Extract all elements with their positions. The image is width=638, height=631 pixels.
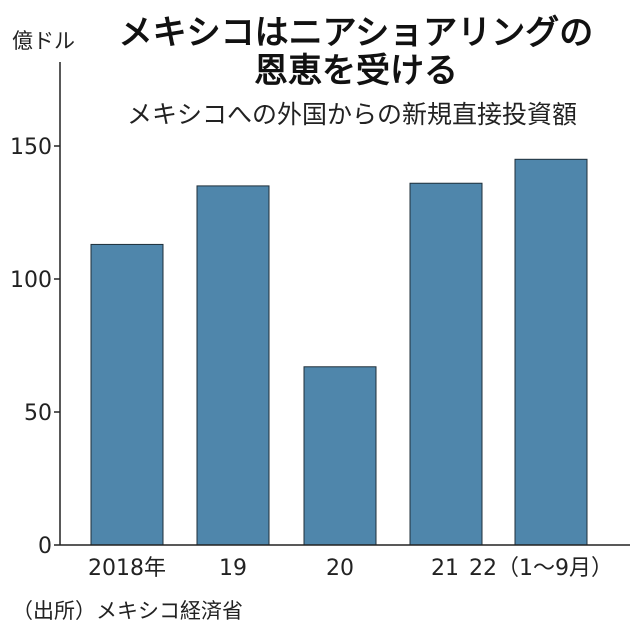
y-axis-ticks: 0 50 100 150	[10, 135, 60, 559]
x-tick-label: 20	[326, 556, 354, 581]
y-tick-label: 50	[24, 401, 52, 426]
chart-title-line-2: 恩恵を受ける	[254, 51, 458, 91]
y-tick-label: 150	[10, 135, 52, 160]
x-tick-label: 19	[219, 556, 247, 581]
bar-4	[514, 158, 588, 546]
y-tick-label: 0	[38, 534, 52, 559]
bar-0	[90, 243, 164, 546]
bar-2	[303, 366, 377, 546]
bar-1	[196, 185, 270, 546]
chart-title-line-1: メキシコはニアショアリングの	[119, 13, 594, 53]
bars	[90, 158, 588, 546]
x-tick-label: 2018年	[88, 556, 166, 581]
chart-subtitle: メキシコへの外国からの新規直接投資額	[127, 100, 577, 129]
bar-3	[409, 182, 483, 546]
x-tick-label: 21	[431, 556, 459, 581]
x-tick-label: 22（1〜9月）	[469, 556, 613, 581]
x-axis-ticks: 2018年 19 20 21 22（1〜9月）	[88, 556, 613, 581]
source-note: （出所）メキシコ経済省	[12, 599, 243, 623]
y-unit-label: 億ドル	[12, 29, 75, 53]
y-tick-label: 100	[10, 268, 52, 293]
